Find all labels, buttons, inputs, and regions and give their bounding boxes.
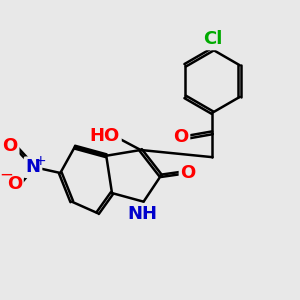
Text: N: N bbox=[26, 158, 40, 176]
Text: +: + bbox=[35, 154, 46, 169]
Text: O: O bbox=[173, 128, 188, 146]
Text: Cl: Cl bbox=[203, 31, 222, 49]
Text: −: − bbox=[0, 166, 14, 184]
Text: NH: NH bbox=[127, 205, 157, 223]
Text: O: O bbox=[7, 176, 22, 194]
Text: O: O bbox=[2, 137, 18, 155]
Text: HO: HO bbox=[90, 127, 120, 145]
Text: O: O bbox=[180, 164, 196, 182]
